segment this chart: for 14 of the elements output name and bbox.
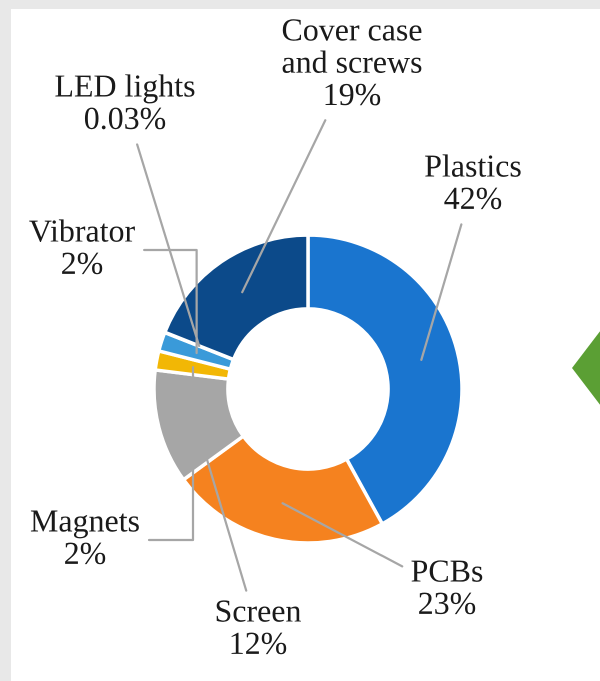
slice-label: Cover case and screws	[282, 19, 422, 73]
data-label: 19%	[326, 84, 380, 106]
data-label: 12%	[232, 632, 286, 654]
data-label: 42%	[444, 188, 502, 210]
data-label: 0.03%	[84, 108, 166, 130]
slice-label: Screen	[216, 600, 301, 622]
slice-label: Plastics	[425, 154, 521, 177]
slice-label: Magnets	[30, 510, 139, 538]
slice-label: PCBs	[412, 560, 482, 582]
data-label: 2%	[62, 252, 102, 274]
data-label: 23%	[419, 592, 476, 614]
slice-label: LED lights	[55, 74, 194, 104]
slice-label: Vibrator	[29, 219, 135, 242]
data-label: 2%	[65, 542, 106, 564]
